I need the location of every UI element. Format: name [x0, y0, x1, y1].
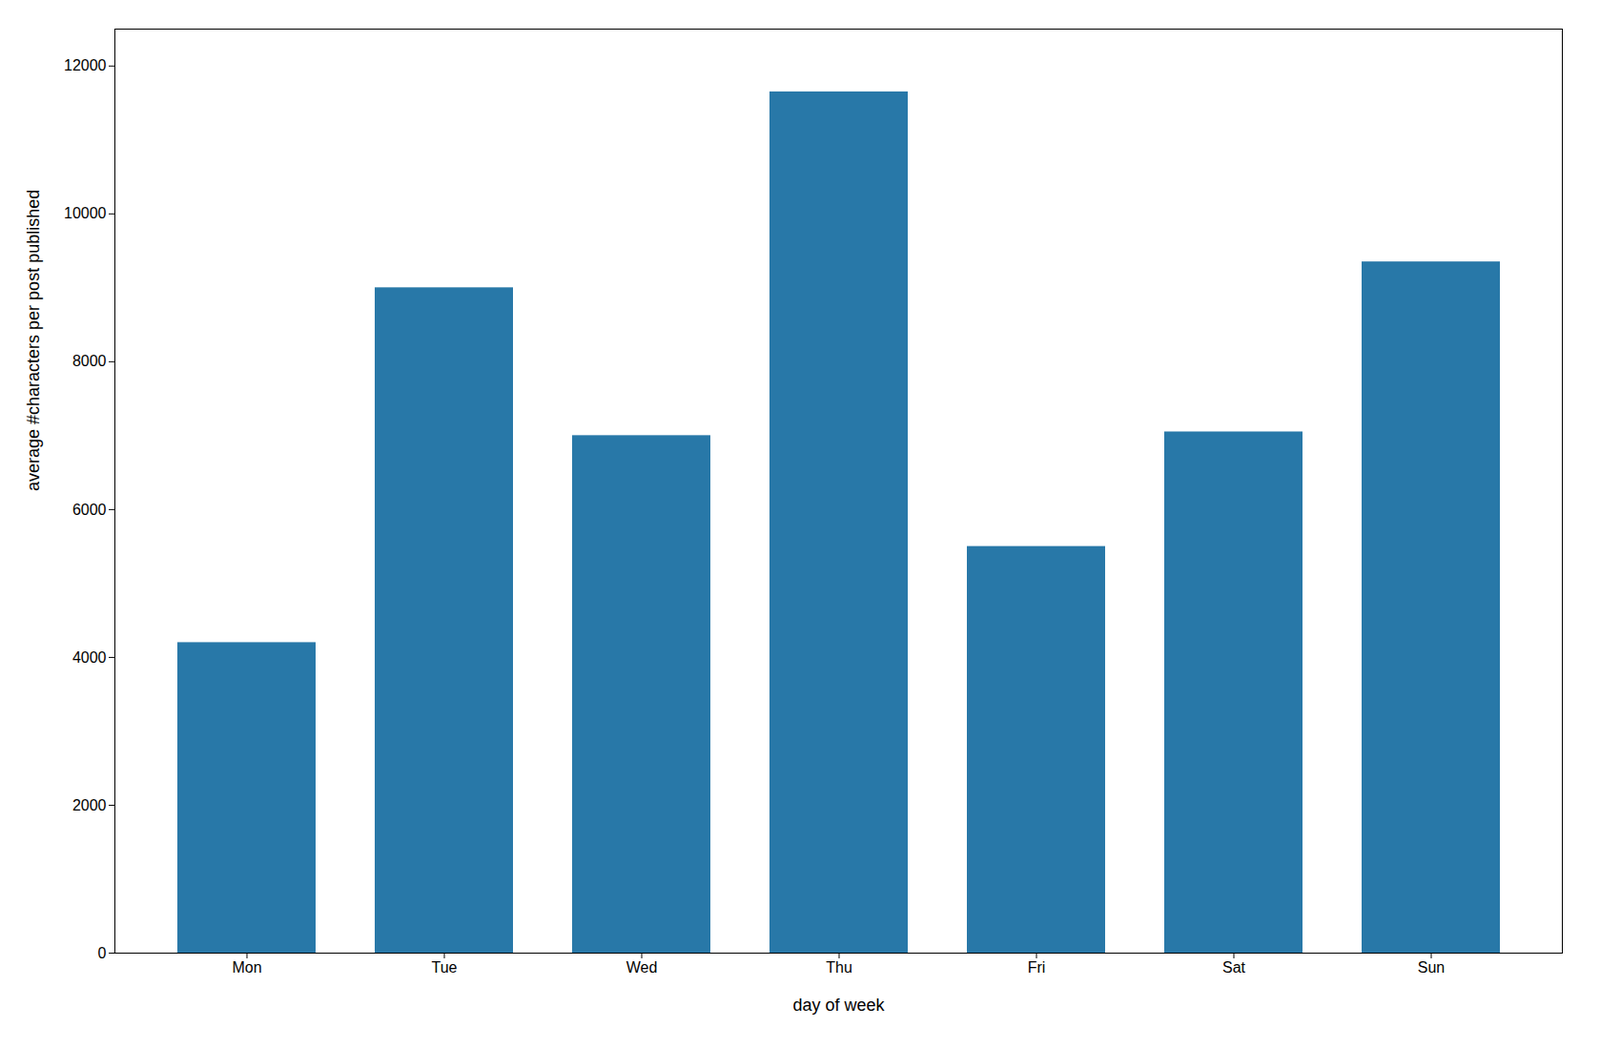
svg-text:Thu: Thu [825, 959, 853, 976]
svg-text:average #characters per post p: average #characters per post published [23, 189, 43, 492]
svg-text:0: 0 [98, 944, 107, 962]
svg-text:6000: 6000 [72, 501, 107, 518]
svg-text:8000: 8000 [72, 352, 107, 370]
svg-text:Sat: Sat [1222, 959, 1247, 976]
svg-text:Wed: Wed [626, 959, 658, 976]
svg-text:4000: 4000 [72, 649, 107, 666]
svg-text:12000: 12000 [63, 57, 107, 74]
svg-text:Sun: Sun [1417, 959, 1445, 976]
svg-text:10000: 10000 [63, 205, 107, 222]
svg-text:day of week: day of week [792, 995, 885, 1015]
svg-text:Mon: Mon [231, 959, 262, 976]
svg-text:Fri: Fri [1027, 959, 1047, 976]
svg-text:2000: 2000 [72, 797, 107, 814]
svg-text:Tue: Tue [431, 959, 458, 976]
